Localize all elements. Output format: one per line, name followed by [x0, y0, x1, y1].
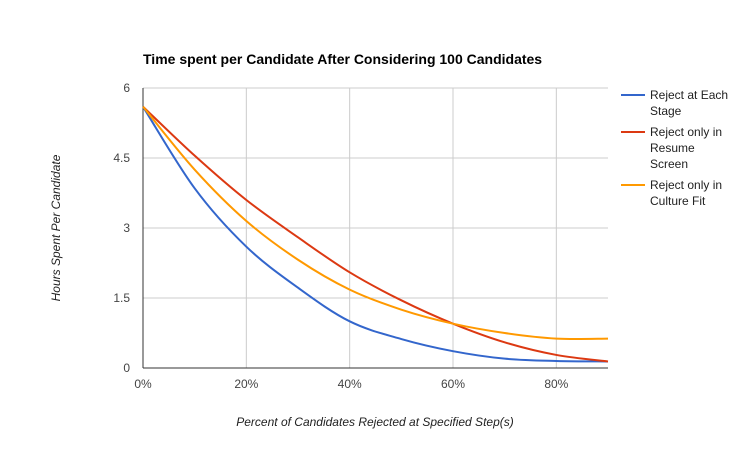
axes [142, 88, 608, 369]
y-tick-label: 4.5 [113, 151, 130, 165]
x-tick-label: 80% [544, 377, 568, 391]
y-tick-label: 6 [123, 81, 130, 95]
series-line-3 [142, 106, 609, 341]
x-tick-label: 0% [134, 377, 152, 391]
x-tick-label: 60% [441, 377, 465, 391]
x-axis-label: Percent of Candidates Rejected at Specif… [236, 415, 514, 429]
grid [143, 87, 608, 368]
y-tick-label: 0 [123, 361, 130, 375]
series-line-1 [142, 106, 609, 363]
legend: Reject at Each Stage Reject only in Resume S… [621, 88, 728, 208]
series-line-2 [142, 105, 609, 363]
y-tick-label: 3 [123, 221, 130, 235]
x-tick-label: 40% [338, 377, 362, 391]
tick-labels: 01.534.560% 20% 40% 60% 80% [113, 81, 568, 391]
y-tick-label: 1.5 [113, 291, 130, 305]
chart-title: Time spent per Candidate After Consideri… [143, 51, 542, 67]
legend-entry: Reject only in Resume Screen [650, 125, 722, 171]
y-axis-label: Hours Spent Per Candidate [49, 154, 63, 301]
x-tick-label: 20% [234, 377, 258, 391]
series-lines [142, 105, 609, 363]
legend-entry: Reject at Each Stage [650, 88, 728, 118]
legend-entry: Reject only in Culture Fit [650, 178, 722, 208]
